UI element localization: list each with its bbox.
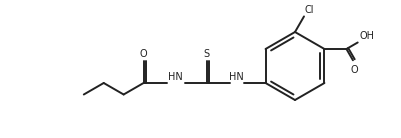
Text: Cl: Cl bbox=[304, 5, 314, 15]
Text: OH: OH bbox=[359, 31, 374, 42]
Text: O: O bbox=[140, 49, 147, 59]
Text: S: S bbox=[203, 49, 209, 59]
Text: HN: HN bbox=[167, 72, 182, 82]
Text: HN: HN bbox=[228, 72, 243, 82]
Text: O: O bbox=[349, 65, 357, 75]
